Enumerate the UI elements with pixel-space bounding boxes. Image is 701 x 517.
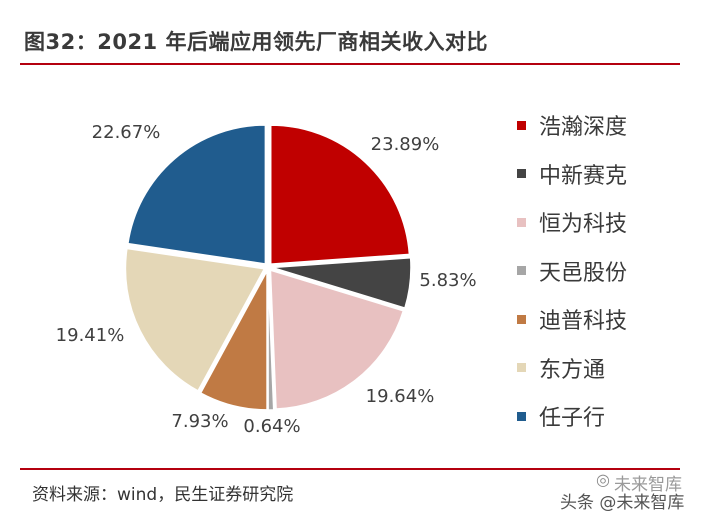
legend-swatch <box>517 314 526 324</box>
title-divider <box>20 63 680 65</box>
legend-swatch <box>517 217 526 227</box>
legend-item: 迪普科技 <box>517 295 687 344</box>
legend-swatch <box>517 363 526 373</box>
legend-label: 迪普科技 <box>539 309 628 335</box>
legend-item: 天邑股份 <box>517 247 687 296</box>
watermark-bottom-text: 头条 @未来智库 <box>560 493 685 513</box>
chart-area: 23.89% 5.83% 19.64% 0.64% 7.93% 19.41% 22.67% <box>0 66 701 466</box>
data-label-7: 22.67% <box>92 122 161 143</box>
data-label-2: 5.83% <box>419 270 476 291</box>
legend-swatch <box>517 411 526 421</box>
legend-label: 东方通 <box>539 357 606 383</box>
legend-label: 中新赛克 <box>539 163 628 189</box>
legend-item: 任子行 <box>517 392 687 441</box>
source-note: 资料来源：wind，民生证券研究院 <box>32 485 294 505</box>
data-label-3: 19.64% <box>366 386 435 407</box>
pie-slice-6 <box>124 247 266 392</box>
data-label-4: 0.64% <box>243 416 300 437</box>
pie-slice-2 <box>271 256 412 309</box>
legend-label: 任子行 <box>539 406 606 432</box>
legend-item: 浩瀚深度 <box>517 101 687 150</box>
pie-chart: 23.89% 5.83% 19.64% 0.64% 7.93% 19.41% 22.67% <box>56 122 477 437</box>
wechat-icon: ◎ <box>596 470 610 489</box>
legend-swatch <box>517 169 526 179</box>
legend-label: 恒为科技 <box>539 212 628 238</box>
data-label-6: 19.41% <box>56 325 125 346</box>
pie-slice-1 <box>269 124 411 265</box>
data-label-1: 23.89% <box>371 134 440 155</box>
legend-item: 东方通 <box>517 344 687 393</box>
legend-swatch <box>517 266 526 276</box>
legend-swatch <box>517 120 526 130</box>
pie-slice-4 <box>267 270 275 411</box>
chart-legend: 浩瀚深度 中新赛克 恒为科技 天邑股份 迪普科技 东方通 任子行 <box>517 101 687 441</box>
pie-slice-7 <box>127 124 267 265</box>
pie-slice-5 <box>199 270 268 411</box>
legend-label: 天邑股份 <box>539 260 628 286</box>
watermark-top-text: 未来智库 <box>614 475 682 495</box>
legend-label: 浩瀚深度 <box>539 115 628 141</box>
pie-slice-3 <box>269 269 405 410</box>
footer-divider <box>20 468 680 470</box>
page-title: 图32：2021 年后端应用领先厂商相关收入对比 <box>24 30 488 54</box>
data-label-5: 7.93% <box>171 411 228 432</box>
legend-item: 恒为科技 <box>517 198 687 247</box>
legend-item: 中新赛克 <box>517 150 687 199</box>
